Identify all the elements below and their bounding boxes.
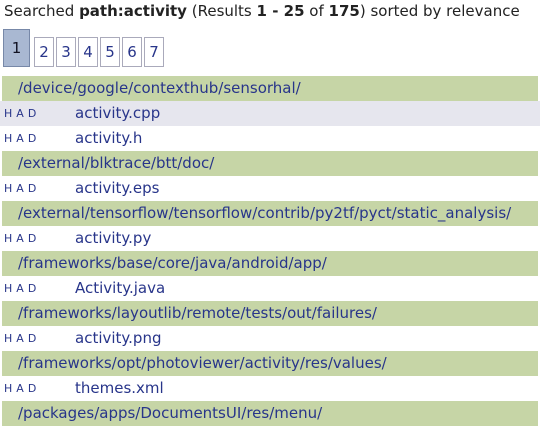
action-link[interactable]: A (16, 332, 24, 345)
action-link[interactable]: A (16, 107, 24, 120)
page-link[interactable]: 6 (122, 37, 142, 67)
summary-text: (Results (186, 2, 257, 20)
summary-emphasis: 1 - 25 (256, 2, 305, 20)
action-link[interactable]: A (16, 382, 24, 395)
file-link[interactable]: activity.py (75, 229, 152, 247)
directory-link[interactable]: /device/google/contexthub/sensorhal/ (2, 76, 538, 101)
file-row: H A D Activity.java (0, 276, 540, 301)
action-link[interactable]: A (16, 132, 24, 145)
action-link[interactable]: H (4, 282, 13, 295)
action-link[interactable]: H (4, 182, 13, 195)
file-link[interactable]: activity.png (75, 329, 162, 347)
summary-text: of (304, 2, 329, 20)
action-link[interactable]: D (27, 332, 37, 345)
action-link[interactable]: H (4, 332, 13, 345)
action-link[interactable]: A (16, 182, 24, 195)
file-link[interactable]: themes.xml (75, 379, 164, 397)
page-link[interactable]: 7 (144, 37, 164, 67)
action-link[interactable]: H (4, 132, 13, 145)
action-link[interactable]: H (4, 107, 13, 120)
directory-link[interactable]: /frameworks/opt/photoviewer/activity/res… (2, 351, 538, 376)
action-link[interactable]: A (16, 232, 24, 245)
file-link[interactable]: activity.eps (75, 179, 160, 197)
action-link[interactable]: D (27, 232, 37, 245)
directory-link[interactable]: /frameworks/base/core/java/android/app/ (2, 251, 538, 276)
action-link[interactable]: A (16, 282, 24, 295)
directory-link[interactable]: /external/tensorflow/tensorflow/contrib/… (2, 201, 538, 226)
file-link[interactable]: activity.h (75, 129, 143, 147)
action-link[interactable]: D (27, 107, 37, 120)
page-link[interactable]: 5 (100, 37, 120, 67)
action-link[interactable]: D (27, 282, 37, 295)
page-link[interactable]: 2 (34, 37, 54, 67)
summary-emphasis: path:activity (79, 2, 187, 20)
action-link[interactable]: D (27, 382, 37, 395)
search-summary: Searched path:activity (Results 1 - 25 o… (4, 0, 520, 22)
action-link[interactable]: H (4, 382, 13, 395)
page-link[interactable]: 4 (78, 37, 98, 67)
action-link[interactable]: D (27, 182, 37, 195)
summary-text: Searched (4, 2, 80, 20)
page-link[interactable]: 3 (56, 37, 76, 67)
page-link[interactable]: 1 (3, 29, 30, 67)
file-link[interactable]: activity.cpp (75, 104, 161, 122)
summary-emphasis: 175 (328, 2, 360, 20)
summary-text: ) sorted by relevance (359, 2, 520, 20)
file-link[interactable]: Activity.java (75, 279, 166, 297)
directory-link[interactable]: /external/blktrace/btt/doc/ (2, 151, 538, 176)
action-link[interactable]: D (27, 132, 37, 145)
directory-link[interactable]: /packages/apps/DocumentsUI/res/menu/ (2, 401, 538, 426)
action-link[interactable]: H (4, 232, 13, 245)
directory-link[interactable]: /frameworks/layoutlib/remote/tests/out/f… (2, 301, 538, 326)
